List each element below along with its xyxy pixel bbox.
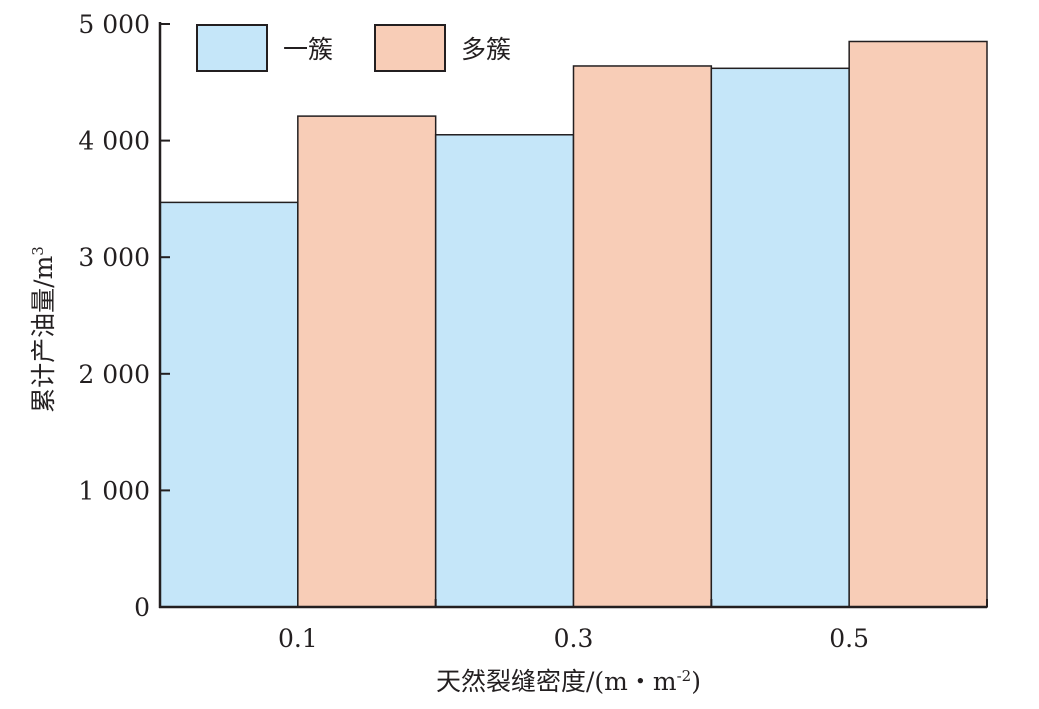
y-tick-label: 1 000 (78, 476, 150, 505)
y-axis-title-sup: 3 (29, 246, 47, 256)
y-axis-title: 累计产油量/m3 (29, 246, 58, 413)
x-axis-ticks: 0.1 0.3 0.5 (278, 599, 988, 653)
bars-layer (159, 40, 988, 608)
legend-label-series-2: 多簇 (461, 35, 511, 64)
bar-series-2-cat-2 (572, 65, 713, 608)
bar-series-2-cat-1 (297, 115, 437, 608)
y-tick-label: 4 000 (78, 127, 150, 156)
bar-series-1-cat-2 (434, 134, 575, 608)
x-tick-label: 0.3 (554, 624, 594, 653)
y-tick-label: 0 (134, 593, 150, 622)
x-axis-title-sup: -2 (677, 667, 692, 685)
y-tick-label: 5 000 (78, 10, 150, 39)
x-axis-title-main: 天然裂缝密度/(m・m (436, 667, 677, 696)
x-tick-label: 0.1 (278, 624, 318, 653)
y-axis-ticks: 0 1 000 2 000 3 000 4 000 5 000 (78, 10, 170, 622)
bar-series-1-cat-3 (710, 67, 850, 608)
x-axis-title-end: ) (691, 667, 701, 696)
bar-series-2-cat-3 (848, 40, 988, 608)
y-tick-label: 3 000 (78, 243, 150, 272)
x-axis-title: 天然裂缝密度/(m・m-2) (436, 667, 701, 696)
x-tick-label: 0.5 (829, 624, 869, 653)
legend: 一簇 多簇 (196, 24, 511, 72)
bar-series-1-cat-1 (159, 201, 299, 608)
legend-label-series-1: 一簇 (283, 35, 333, 64)
y-tick-label: 2 000 (78, 360, 150, 389)
legend-swatch-series-1 (196, 24, 268, 72)
y-axis-title-main: 累计产油量/m (29, 255, 58, 412)
legend-swatch-series-2 (374, 24, 446, 72)
